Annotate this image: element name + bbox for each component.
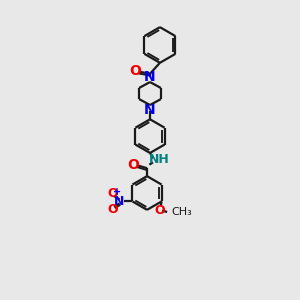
Text: O: O xyxy=(129,64,141,78)
Text: N: N xyxy=(144,103,156,117)
Text: O: O xyxy=(154,204,165,217)
Text: O: O xyxy=(127,158,139,172)
Text: CH₃: CH₃ xyxy=(172,207,192,217)
Text: N: N xyxy=(114,195,125,208)
Text: N: N xyxy=(144,70,156,84)
Text: +: + xyxy=(113,187,121,196)
Text: O: O xyxy=(107,187,118,200)
Text: O: O xyxy=(107,203,118,216)
Text: NH: NH xyxy=(148,153,169,166)
